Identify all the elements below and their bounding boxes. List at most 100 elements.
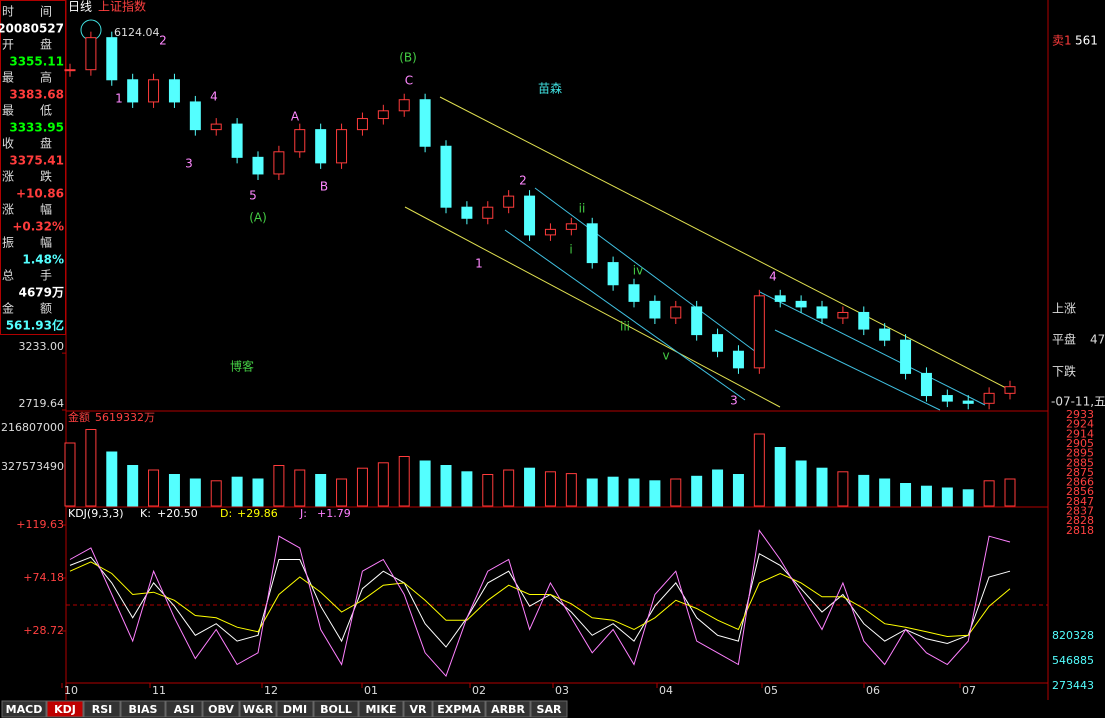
tab-label[interactable]: DMI: [283, 703, 307, 716]
volume-bar: [503, 469, 515, 507]
volume-bar: [941, 487, 953, 507]
volume-bar: [628, 478, 640, 507]
scale-label: 2828: [1066, 514, 1094, 527]
volume-bar: [879, 478, 891, 507]
volume-bar: [712, 469, 724, 507]
tab-label[interactable]: KDJ: [54, 703, 76, 716]
tab-label[interactable]: BIAS: [129, 703, 158, 716]
tab[interactable]: [313, 700, 359, 718]
volume-bar: [315, 474, 327, 507]
channel-line: [504, 229, 746, 401]
scale-label: 2847: [1066, 495, 1094, 508]
info-value: 3333.95: [9, 121, 64, 135]
candle: [106, 37, 118, 81]
volume-bar: [774, 447, 786, 507]
volume-bar: [252, 478, 264, 507]
kdj-line: [69, 529, 1011, 678]
period: 日线: [68, 0, 92, 14]
channel-line: [774, 329, 941, 411]
readout-value: +29.86: [237, 507, 278, 520]
candle: [774, 295, 786, 302]
candle: [168, 79, 180, 103]
tab[interactable]: [358, 700, 404, 718]
annotation: 1: [475, 257, 483, 271]
volume-bar: [148, 469, 160, 507]
tab-label[interactable]: OBV: [208, 703, 234, 716]
volume-bar: [440, 465, 452, 507]
tab-label[interactable]: EXPMA: [437, 703, 481, 716]
candle: [294, 129, 306, 153]
annotation: 3: [185, 157, 193, 171]
candle: [607, 262, 619, 286]
tab[interactable]: [530, 700, 568, 718]
volume-bar: [858, 474, 870, 507]
scale-label: 820328: [1052, 629, 1094, 642]
tab[interactable]: [202, 700, 240, 718]
candle: [628, 284, 640, 302]
tab-label[interactable]: ARBR: [491, 703, 525, 716]
tab[interactable]: [485, 700, 531, 718]
tab-label[interactable]: MIKE: [365, 703, 396, 716]
tab[interactable]: [46, 700, 84, 718]
readout-value: +1.79: [317, 507, 351, 520]
panel-text: 47: [1090, 333, 1105, 347]
annotation: ii: [579, 202, 586, 216]
info-label: 涨跌: [2, 169, 78, 184]
y-tick-label: 216807000: [1, 421, 64, 434]
candle: [649, 300, 661, 319]
info-label: 开盘: [2, 37, 78, 52]
tab-label[interactable]: ASI: [174, 703, 195, 716]
candle: [419, 99, 431, 147]
info-label: 最低: [2, 104, 78, 118]
tab-label[interactable]: RSI: [92, 703, 113, 716]
volume-bar: [85, 429, 97, 507]
candle: [210, 123, 222, 131]
scale-label: 2875: [1066, 466, 1094, 479]
tab-label[interactable]: VR: [410, 703, 428, 716]
panel-text: 下跌: [1052, 364, 1076, 379]
candle: [231, 123, 243, 158]
tab[interactable]: [239, 700, 277, 718]
candle: [85, 37, 97, 71]
info-value: +0.32%: [12, 220, 64, 234]
candle: [858, 311, 870, 330]
annotation: 1: [115, 92, 123, 106]
volume-bar: [273, 465, 285, 507]
tab[interactable]: [120, 700, 166, 718]
tab[interactable]: [165, 700, 203, 718]
info-label: 最高: [2, 70, 78, 85]
candle: [732, 350, 744, 369]
tab-label[interactable]: MACD: [6, 703, 43, 716]
info-label: 总手: [2, 269, 78, 283]
x-tick-label: 07: [962, 684, 976, 697]
scale-label: 2837: [1066, 505, 1094, 518]
candle: [712, 334, 724, 352]
candle: [920, 372, 932, 397]
info-value: 561.93亿: [6, 318, 64, 333]
x-tick-label: 01: [364, 684, 378, 697]
tab-label[interactable]: BOLL: [320, 703, 352, 716]
tab-label[interactable]: SAR: [537, 703, 562, 716]
annotation: A: [291, 110, 300, 124]
tab[interactable]: [83, 700, 121, 718]
panel-text: -07-11,五: [1051, 395, 1105, 409]
tab[interactable]: [432, 700, 486, 718]
tab[interactable]: [276, 700, 314, 718]
info-value: 4679万: [19, 286, 64, 300]
volume-bar: [649, 480, 661, 507]
annotation: i: [569, 243, 572, 257]
x-tick-label: 04: [659, 684, 673, 697]
volume-bar: [231, 476, 243, 507]
y-tick-label: 327573490: [1, 460, 64, 473]
volume-bar: [837, 471, 849, 507]
tab[interactable]: [403, 700, 433, 718]
y-tick-label: 3233.00: [19, 340, 65, 353]
volume-bar: [1004, 478, 1016, 507]
tab[interactable]: [1, 700, 47, 718]
info-label: 金额: [2, 301, 78, 316]
tab-label[interactable]: W&R: [243, 703, 274, 716]
kdj-line: [69, 561, 1011, 638]
candle: [962, 400, 974, 404]
volume-bar: [900, 483, 912, 507]
